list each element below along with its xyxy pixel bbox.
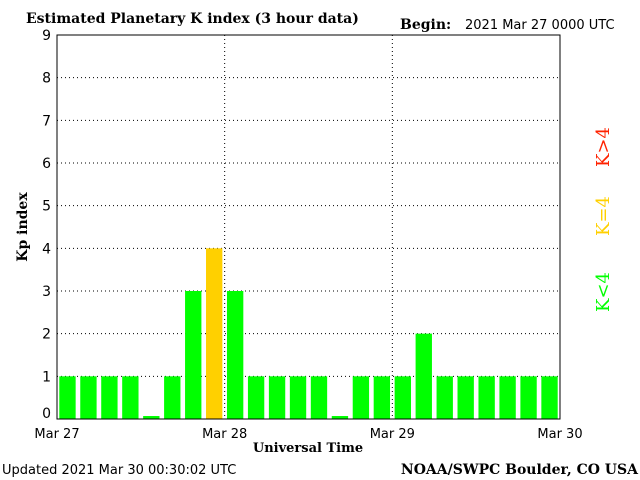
y-tick-label: 3 [42,284,51,300]
y-axis-label: Kp index [15,192,31,262]
y-tick-label: 5 [42,199,51,215]
kp-bar [352,376,370,419]
kp-bar [206,248,223,419]
y-tick-label: 9 [42,28,51,44]
bars-group [59,248,558,419]
kp-bar [226,291,244,419]
y-tick-label: 6 [42,156,51,172]
plot-frame [56,34,561,420]
legend-k-less-4: K<4 [593,272,614,312]
updated-timestamp: Updated 2021 Mar 30 00:30:02 UTC [2,463,236,478]
y-tick-label: 2 [42,327,51,343]
y-tick-label: 4 [42,241,51,257]
chart-title: Estimated Planetary K index (3 hour data… [26,11,359,27]
kp-bar [289,376,307,419]
kp-bar [415,333,432,419]
kp-bar [394,376,411,419]
kp-bar [122,376,139,419]
source-credit: NOAA/SWPC Boulder, CO USA [401,462,639,478]
kp-bar [520,376,537,419]
kp-bar [247,376,265,419]
kp-bar [373,376,391,419]
kp-bar [101,376,118,419]
kp-bar [164,376,181,419]
kp-bar [59,376,76,419]
kp-bar [310,376,328,419]
x-axis-label: Universal Time [253,441,363,456]
y-tick-label: 0 [42,406,51,422]
y-tick-labels: 0 1 2 3 4 5 6 7 8 9 [42,28,51,422]
kp-bar [185,291,202,419]
kp-bar [457,376,474,419]
x-tick-label: Mar 30 [537,427,582,442]
kp-bar [331,416,349,419]
kp-bar [436,376,453,419]
kp-bar [268,376,286,419]
begin-value: 2021 Mar 27 0000 UTC [465,18,615,33]
x-tick-label: Mar 28 [202,427,247,442]
x-tick-label: Mar 27 [34,427,79,442]
x-tick-label: Mar 29 [370,427,415,442]
kp-bar [143,416,160,419]
kp-bar [478,376,495,419]
y-tick-label: 1 [42,369,51,385]
kp-bar [499,376,516,419]
kp-bar [80,376,97,419]
y-tick-label: 8 [42,71,51,87]
legend-k-equal-4: K=4 [593,196,614,236]
x-tick-labels: Mar 27 Mar 28 Mar 29 Mar 30 [34,427,582,442]
kp-bar [541,376,558,419]
y-tick-label: 7 [42,113,51,129]
legend-k-greater-4: K>4 [593,127,614,167]
begin-label: Begin: [400,17,451,33]
grid-lines [57,34,560,419]
